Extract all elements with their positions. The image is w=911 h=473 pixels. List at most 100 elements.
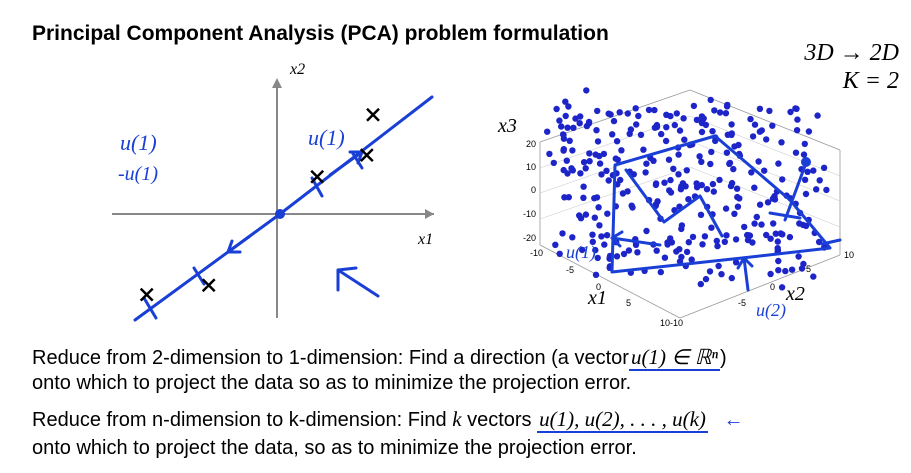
scatter-point <box>676 127 684 134</box>
scatter-point <box>724 101 731 109</box>
x2-tick-label: -10 <box>670 318 683 328</box>
u2-handwritten-label-3d: u(2) <box>756 300 786 321</box>
scatter-point <box>562 112 569 120</box>
scatter-point <box>620 250 628 258</box>
scatter-point <box>801 140 808 148</box>
scatter-point <box>756 105 764 113</box>
scatter-point <box>685 239 692 246</box>
scatter-point <box>653 247 660 254</box>
scatter-point <box>774 245 781 252</box>
k-note: K = 2 <box>842 68 899 94</box>
scatter-point <box>570 124 577 131</box>
scatter-point <box>624 110 631 117</box>
scatter-point <box>813 186 820 193</box>
projection-vector <box>768 161 808 222</box>
scatter-point <box>592 271 600 278</box>
scatter-point <box>556 117 563 124</box>
scatter-point <box>794 116 801 123</box>
scatter-point <box>683 167 690 174</box>
x1-tick-labels: -10 -5 0 5 10 <box>530 248 670 328</box>
scatter-point <box>576 212 583 219</box>
scatter-point <box>566 137 573 144</box>
dimension-note: 3D → 2D <box>804 40 899 66</box>
scatter-point <box>792 105 799 112</box>
scatter-point <box>610 117 618 125</box>
scatter-point <box>756 128 764 135</box>
scatter-point <box>696 153 703 160</box>
scatter-point <box>810 273 817 280</box>
x2-axis-arrow <box>272 78 282 88</box>
scatter-point <box>593 194 601 201</box>
scatter-point <box>553 105 560 113</box>
scatter-point <box>741 223 748 231</box>
scatter-point <box>697 211 705 218</box>
x2-axis-label: x2 <box>289 61 305 78</box>
scatter-point <box>730 165 737 173</box>
scatter-point <box>658 130 665 138</box>
scatter-point <box>678 222 686 229</box>
scatter-point <box>770 220 777 227</box>
scatter-point <box>678 253 685 261</box>
u1-handwritten-label-left: u(1) <box>120 130 157 155</box>
scatter-point <box>732 236 740 243</box>
scatter-point <box>771 193 778 200</box>
slide-title: Principal Component Analysis (PCA) probl… <box>32 22 609 45</box>
line3-math: u(1), u(2), . . . , u(k) <box>537 407 708 433</box>
z-tick-label: -20 <box>523 233 536 243</box>
scatter-point <box>652 201 660 208</box>
scatter-point <box>661 254 669 261</box>
scatter-point <box>744 236 752 244</box>
scatter-point <box>592 246 599 254</box>
scatter-point <box>801 176 809 183</box>
scatter-point <box>601 241 608 248</box>
scatter-point <box>734 203 742 210</box>
scatter-point <box>625 247 633 254</box>
scatter-point <box>698 113 706 120</box>
scatter-point <box>786 233 794 241</box>
scatter-point <box>678 183 685 190</box>
scatter-point <box>707 160 714 168</box>
scatter-point <box>716 109 724 116</box>
z-tick-label: 0 <box>531 185 536 195</box>
scatter-point <box>735 141 742 149</box>
scatter-point <box>670 165 677 172</box>
scatter-point <box>731 210 738 217</box>
scatter-point <box>558 123 565 130</box>
z-tick-labels: 20 10 0 -10 -20 <box>523 139 536 243</box>
scatter-point <box>816 177 823 184</box>
x1-axis-arrow <box>425 209 434 219</box>
scatter-point <box>749 133 757 140</box>
projection-plane <box>610 134 832 274</box>
scatter-point <box>724 131 731 138</box>
scatter-point <box>775 160 782 167</box>
scatter-point <box>613 253 621 260</box>
x2-tick-label: 5 <box>806 264 811 274</box>
scatter-point <box>723 232 730 239</box>
scatter-point <box>698 128 706 136</box>
scatter-point <box>603 232 611 239</box>
scatter-point <box>585 118 593 126</box>
scatter-point <box>582 211 590 218</box>
box-grid <box>539 115 841 228</box>
scatter-point <box>693 116 701 124</box>
data-points-2d <box>139 107 380 302</box>
scatter-point <box>823 186 830 194</box>
scatter-point <box>550 159 557 167</box>
scatter-point <box>572 115 579 122</box>
scatter-point <box>708 148 715 156</box>
scatter-point <box>810 167 817 174</box>
x1-tick-label: 10 <box>660 318 670 328</box>
line1-text: Reduce from 2-dimension to 1-dimension: … <box>32 347 629 369</box>
line3-text-a: Reduce from n-dimension to k-dimension: … <box>32 409 447 431</box>
body-line-4: onto which to project the data, so as to… <box>32 437 637 459</box>
scatter-point <box>616 109 623 116</box>
scatter-point <box>727 182 735 190</box>
scatter-point <box>666 187 673 194</box>
scatter-point <box>675 151 682 158</box>
scatter-point <box>637 131 645 138</box>
scatter-point <box>613 138 621 145</box>
scatter-point <box>680 115 687 122</box>
scatter-point <box>559 230 566 237</box>
scatter-point <box>761 167 768 174</box>
scatter-point <box>769 122 776 129</box>
